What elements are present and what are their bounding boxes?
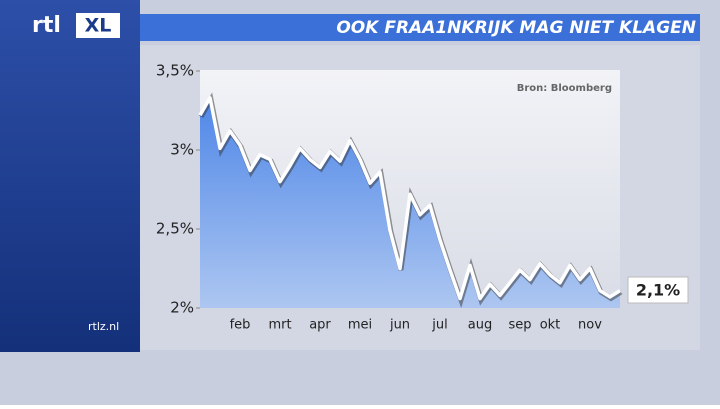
- x-tick-label: mei: [348, 318, 372, 333]
- x-tick-label: jun: [389, 318, 410, 333]
- y-tick-label: 3%: [170, 141, 194, 159]
- annotation-label: 2,1%: [636, 281, 680, 300]
- logo-rtl: rtl: [32, 13, 61, 38]
- annotation-box: [627, 276, 689, 304]
- x-tick-label: aug: [468, 318, 492, 333]
- logo-box: [76, 13, 120, 38]
- left-panel: [0, 0, 140, 352]
- line: [198, 96, 621, 301]
- logo-xl: XL: [85, 15, 112, 37]
- annotation: 2,1%: [627, 276, 689, 304]
- x-tick-label: mrt: [268, 318, 291, 333]
- x-tick-label: nov: [578, 318, 602, 333]
- y-tick-label: 2%: [170, 299, 194, 317]
- y-tick-label: 2,5%: [156, 220, 194, 238]
- chart-title: OOK FRAA1NKRIJK MAG NIET KLAGEN: [336, 18, 696, 38]
- x-tick-label: jul: [431, 318, 447, 333]
- x-tick-label: sep: [508, 318, 531, 333]
- x-tick-label: apr: [309, 318, 331, 333]
- site-url: rtlz.nl: [88, 320, 119, 333]
- title-bar: [140, 14, 700, 41]
- source: Bron: Bloomberg: [517, 83, 612, 94]
- x-tick-label: okt: [540, 318, 561, 333]
- y-tick-label: 3,5%: [156, 62, 194, 80]
- x-tick-label: feb: [230, 318, 251, 333]
